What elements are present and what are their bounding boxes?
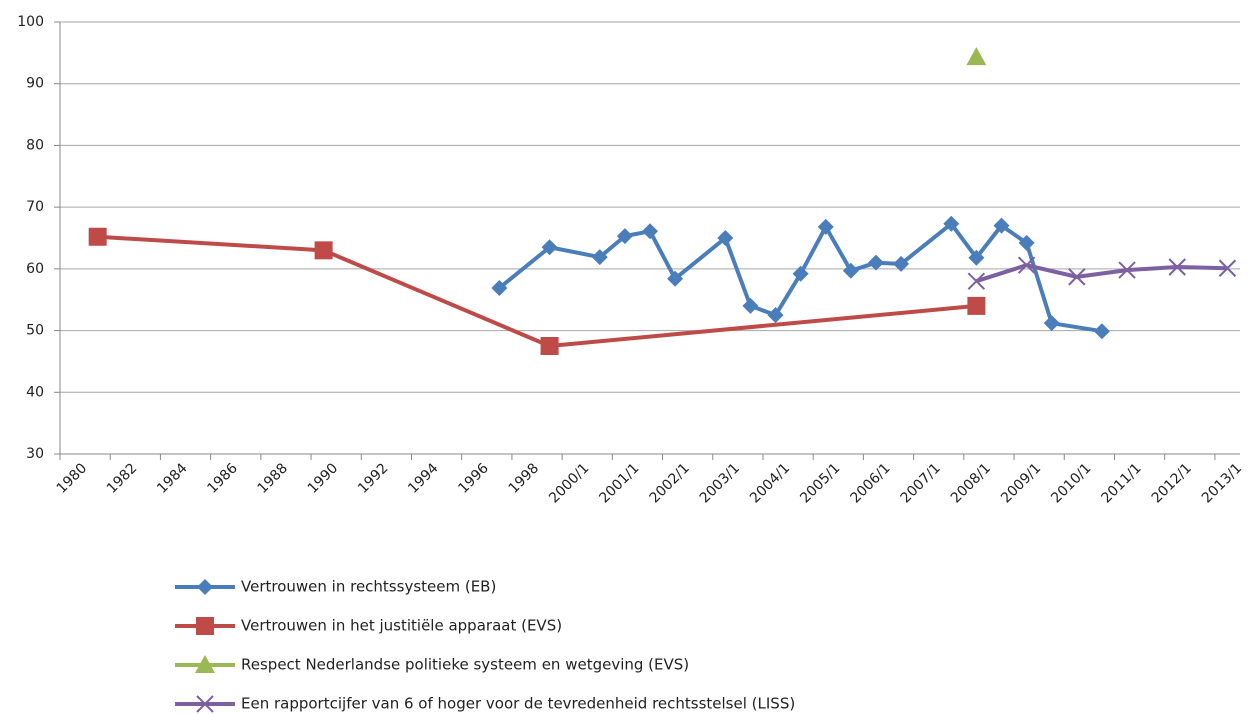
y-tick-label: 40: [26, 384, 44, 400]
x-tick-label: 2001/1: [596, 460, 642, 506]
marker: [893, 255, 910, 272]
marker: [1118, 261, 1136, 279]
x-tick-label: 1992: [355, 460, 392, 497]
x-tick-label: 1984: [154, 460, 191, 497]
series-line: [97, 234, 977, 348]
x-tick-label: 2010/1: [1048, 460, 1094, 506]
marker: [842, 262, 859, 279]
y-tick-label: 30: [26, 446, 44, 462]
x-tick-label: 1990: [305, 460, 342, 497]
y-tick-label: 70: [26, 199, 44, 215]
x-tick-label: 2007/1: [898, 460, 944, 506]
marker: [642, 223, 658, 240]
marker: [667, 270, 684, 287]
x-tick-label: 1986: [204, 460, 241, 497]
x-tick-label: 2013/1: [1199, 460, 1245, 506]
marker: [742, 297, 759, 314]
marker: [993, 217, 1010, 234]
series-line: [975, 263, 1228, 284]
x-tick-label: 1994: [405, 460, 442, 497]
marker: [817, 218, 834, 235]
marker: [1068, 268, 1086, 286]
x-tick-label: 2003/1: [697, 460, 743, 506]
y-tick-label: 80: [26, 137, 44, 153]
x-tick-label: 1980: [54, 460, 91, 497]
legend-text: Respect Nederlandse politieke systeem en…: [241, 656, 689, 674]
x-tick-label: 1982: [104, 460, 141, 497]
marker: [541, 239, 558, 256]
x-tick-label: 2004/1: [747, 460, 793, 506]
x-tick-label: 1988: [255, 460, 292, 497]
x-tick-label: 2009/1: [998, 460, 1044, 506]
x-tick-label: 2006/1: [847, 460, 893, 506]
marker: [967, 296, 986, 315]
marker: [717, 230, 734, 246]
legend-text: Een rapportcijfer van 6 of hoger voor de…: [241, 695, 795, 713]
marker: [1168, 258, 1186, 276]
x-tick-label: 1998: [506, 460, 543, 497]
marker: [88, 227, 107, 246]
marker: [792, 265, 809, 282]
x-tick-label: 1996: [455, 460, 492, 497]
marker: [616, 228, 633, 245]
legend-marker: [196, 695, 214, 713]
marker: [1043, 315, 1060, 332]
marker: [540, 337, 559, 355]
marker: [966, 47, 987, 66]
marker: [591, 249, 608, 266]
legend-text: Vertrouwen in het justitiële apparaat (E…: [241, 617, 562, 635]
grid: [60, 21, 1240, 455]
legend-marker: [195, 655, 215, 673]
marker: [943, 215, 960, 232]
x-tick-label: 2000/1: [546, 460, 592, 506]
x-tick-label: 2011/1: [1099, 460, 1145, 506]
marker: [968, 249, 985, 266]
marker: [967, 272, 986, 290]
marker: [867, 254, 884, 271]
marker: [1018, 234, 1035, 251]
marker: [767, 307, 784, 324]
y-tick-label: 50: [26, 323, 44, 339]
y-tick-label: 90: [26, 76, 44, 92]
marker: [1093, 323, 1110, 340]
legend-marker: [196, 617, 214, 635]
x-tick-label: 2002/1: [647, 460, 693, 506]
marker: [1218, 259, 1237, 277]
legend-text: Vertrouwen in rechtssysteem (EB): [241, 578, 496, 596]
marker: [314, 241, 333, 260]
y-tick-label: 100: [17, 14, 44, 30]
y-tick-label: 60: [26, 261, 44, 277]
x-tick-label: 2005/1: [797, 460, 843, 506]
x-tick-label: 2008/1: [948, 460, 994, 506]
marker: [491, 279, 508, 296]
marker: [1017, 256, 1036, 274]
legend-marker: [197, 579, 213, 595]
x-tick-label: 2012/1: [1149, 460, 1195, 506]
